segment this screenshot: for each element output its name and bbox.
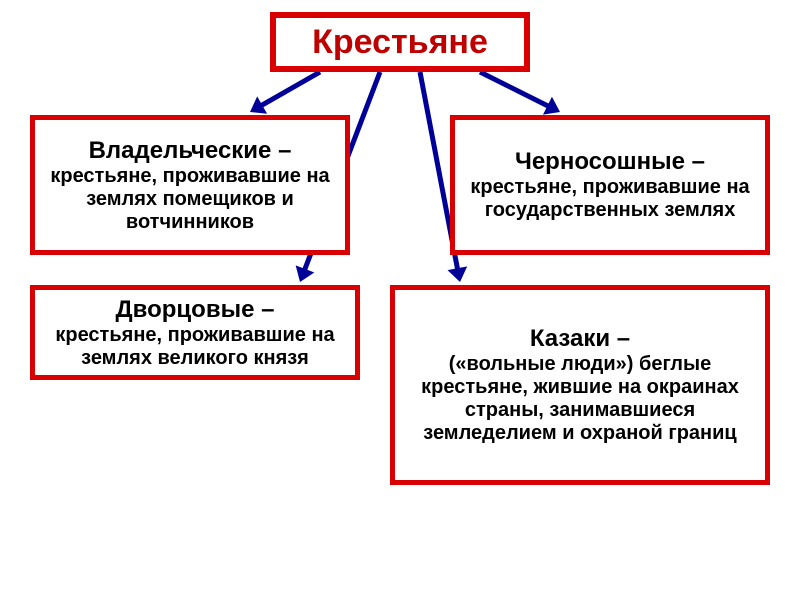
node-kazaki: Казаки – («вольные люди») беглые крестья… bbox=[390, 285, 770, 485]
node-desc: крестьяне, проживавшие на землях великог… bbox=[43, 324, 347, 370]
node-title: Казаки – bbox=[530, 325, 630, 353]
node-desc: крестьяне, проживавшие на государственны… bbox=[463, 176, 757, 222]
node-title: Черносошные – bbox=[515, 148, 705, 176]
node-desc: крестьяне, проживавшие на землях помещик… bbox=[43, 165, 337, 234]
root-title: Крестьяне bbox=[312, 23, 488, 62]
root-node: Крестьяне bbox=[270, 12, 530, 72]
node-title: Дворцовые – bbox=[116, 296, 275, 324]
node-vladelcheskie: Владельческие – крестьяне, проживавшие н… bbox=[30, 115, 350, 255]
node-chernososhnye: Черносошные – крестьяне, проживавшие на … bbox=[450, 115, 770, 255]
node-title: Владельческие – bbox=[89, 137, 292, 165]
node-desc: («вольные люди») беглые крестьяне, живши… bbox=[403, 353, 757, 445]
node-dvortsovye: Дворцовые – крестьяне, проживавшие на зе… bbox=[30, 285, 360, 380]
